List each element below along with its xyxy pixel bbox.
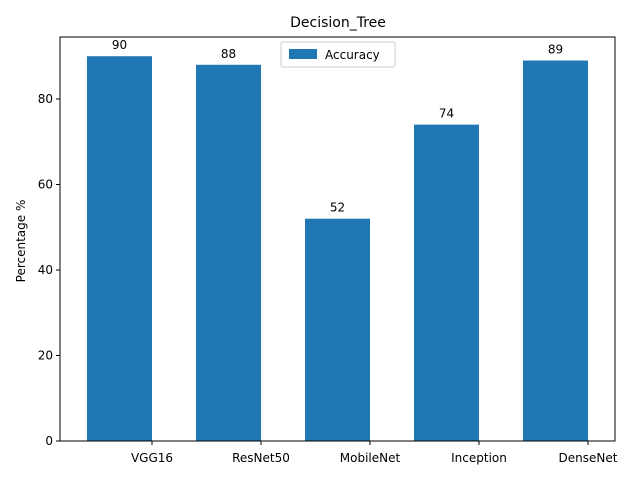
legend-label-accuracy: Accuracy bbox=[325, 48, 380, 62]
y-axis-label: Percentage % bbox=[14, 200, 28, 283]
legend: Accuracy bbox=[280, 41, 396, 68]
bar-inception bbox=[414, 124, 479, 442]
plot-area: 90 88 52 74 89 0 20 40 60 80 VGG16 ResNet50 MobileNe… bbox=[38, 36, 618, 465]
bar-mobilenet bbox=[305, 218, 370, 441]
chart-title: Decision_Tree bbox=[290, 15, 386, 31]
legend-frame bbox=[280, 41, 396, 68]
bar-resnet50 bbox=[196, 64, 261, 441]
bar-densenet bbox=[523, 60, 588, 441]
y-tick-label-80: 80 bbox=[38, 92, 53, 106]
legend-swatch-accuracy bbox=[289, 49, 317, 59]
data-label-vgg16: 90 bbox=[112, 38, 127, 52]
y-tick-label-0: 0 bbox=[45, 434, 53, 448]
y-tick-label-20: 20 bbox=[38, 348, 53, 362]
data-label-resnet50: 88 bbox=[221, 47, 236, 61]
y-tick-label-60: 60 bbox=[38, 177, 53, 191]
data-label-mobilenet: 52 bbox=[330, 201, 345, 215]
data-label-inception: 74 bbox=[439, 107, 454, 121]
axes-frame bbox=[59, 36, 616, 442]
x-tick-label-mobilenet: MobileNet bbox=[340, 451, 401, 465]
x-tick-label-vgg16: VGG16 bbox=[131, 451, 173, 465]
bar-vgg16 bbox=[87, 56, 152, 441]
y-tick-label-40: 40 bbox=[38, 263, 53, 277]
data-label-densenet: 89 bbox=[548, 43, 563, 57]
x-tick-label-resnet50: ResNet50 bbox=[232, 451, 290, 465]
x-tick-label-densenet: DenseNet bbox=[559, 451, 618, 465]
x-tick-label-inception: Inception bbox=[451, 451, 507, 465]
